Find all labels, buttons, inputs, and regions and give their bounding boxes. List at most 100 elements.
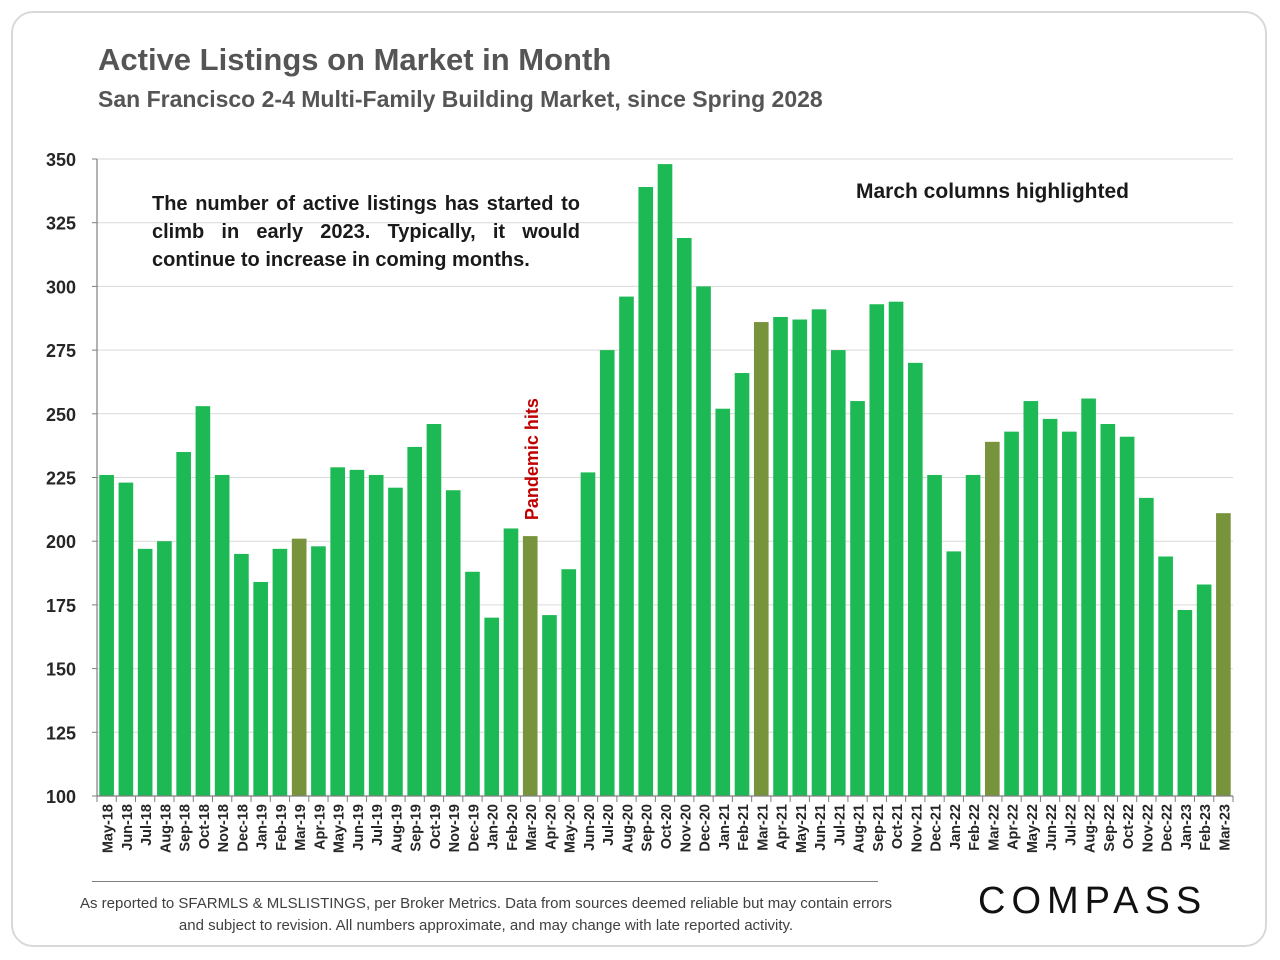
x-tick-label: Jan-20 [486, 804, 502, 850]
x-tick-label: Jul-22 [1063, 804, 1079, 846]
bar-nov-19 [445, 490, 461, 796]
x-tick-label: Sep-20 [640, 804, 656, 852]
x-tick-label: Jul-18 [139, 804, 155, 846]
bar-sep-22 [1100, 423, 1116, 796]
bar-apr-20 [542, 615, 557, 796]
x-tick-label: May-20 [563, 804, 579, 853]
bar-jan-22 [946, 551, 962, 796]
bar-dec-22 [1158, 556, 1173, 796]
x-tick-label: Apr-19 [312, 804, 328, 850]
x-tick-label: Jun-22 [1044, 804, 1060, 851]
x-tick-label: Mar-23 [1217, 804, 1233, 851]
bar-aug-21 [850, 401, 865, 796]
y-tick-label: 200 [46, 532, 76, 552]
x-tick-label: Sep-21 [871, 804, 887, 852]
bar-dec-18 [234, 553, 249, 796]
y-tick-label: 100 [46, 787, 76, 807]
x-tick-label: Oct-20 [659, 804, 675, 849]
bar-sep-21 [869, 304, 885, 796]
bar-jan-20 [484, 617, 500, 796]
bar-mar-21 [753, 322, 769, 796]
x-tick-label: Aug-22 [1083, 804, 1099, 853]
bar-feb-21 [734, 373, 750, 796]
x-tick-label: Sep-22 [1102, 804, 1118, 852]
x-tick-label: Dec-18 [235, 804, 251, 852]
annotation-text: The number of active listings has starte… [152, 193, 580, 271]
bar-feb-23 [1196, 584, 1212, 796]
bar-nov-21 [907, 362, 923, 796]
x-tick-label: Dec-21 [929, 804, 945, 852]
x-tick-label: Oct-21 [890, 804, 906, 849]
x-tick-label: Feb-23 [1198, 804, 1214, 851]
bar-may-22 [1023, 401, 1039, 796]
bar-sep-18 [176, 452, 191, 796]
bar-apr-22 [1004, 431, 1019, 796]
x-tick-label: Mar-22 [986, 804, 1002, 851]
bar-mar-19 [291, 538, 307, 796]
x-tick-label: Aug-19 [389, 804, 405, 853]
x-tick-label: Jan-23 [1179, 804, 1195, 850]
x-tick-label: Jan-21 [717, 804, 733, 850]
bar-feb-22 [965, 474, 981, 796]
bar-jul-21 [830, 350, 846, 796]
x-tick-label: Mar-21 [755, 804, 771, 851]
bar-feb-20 [503, 528, 519, 796]
bar-jan-21 [715, 408, 731, 796]
bar-jan-19 [253, 581, 268, 796]
x-tick-label: Nov-20 [678, 804, 694, 852]
x-tick-label: Apr-20 [543, 804, 559, 850]
bar-sep-20 [638, 187, 654, 796]
bar-oct-19 [426, 423, 442, 796]
bar-oct-20 [657, 164, 673, 796]
bar-jun-19 [349, 469, 365, 796]
bar-dec-21 [927, 474, 942, 796]
bar-nov-22 [1139, 497, 1154, 796]
x-tick-label: Oct-22 [1121, 804, 1137, 849]
x-tick-label: Dec-22 [1160, 804, 1176, 852]
bar-dec-19 [465, 571, 480, 796]
x-tick-label: Jul-19 [370, 804, 386, 846]
chart-subtitle: San Francisco 2-4 Multi-Family Building … [98, 86, 823, 112]
bar-apr-19 [311, 546, 326, 796]
x-tick-label: Jun-19 [351, 804, 367, 851]
bar-may-18 [99, 474, 114, 796]
bar-oct-18 [195, 406, 211, 796]
bar-mar-22 [985, 441, 1000, 796]
x-tick-label: Jan-22 [948, 804, 964, 850]
y-tick-label: 225 [46, 469, 76, 489]
x-tick-label: Mar-20 [524, 804, 540, 851]
bar-aug-20 [619, 296, 634, 796]
bar-mar-23 [1216, 513, 1231, 796]
bar-jan-23 [1177, 609, 1193, 796]
x-tick-label: Aug-18 [158, 804, 174, 853]
bar-jul-22 [1062, 431, 1077, 796]
bar-sep-19 [407, 446, 423, 796]
bar-jun-20 [580, 472, 596, 796]
bar-dec-20 [696, 286, 711, 796]
footer-divider [92, 881, 878, 882]
y-tick-label: 350 [46, 150, 76, 170]
x-tick-label: Feb-21 [736, 804, 752, 851]
x-tick-label: Jul-20 [601, 804, 617, 846]
x-tick-label: Dec-20 [698, 804, 714, 852]
x-tick-label: Jan-19 [255, 804, 271, 850]
x-tick-label: Apr-21 [775, 804, 791, 850]
y-tick-label: 125 [46, 723, 76, 743]
bar-oct-21 [888, 301, 904, 796]
y-tick-label: 325 [46, 214, 76, 234]
x-tick-label: Aug-21 [852, 804, 868, 853]
bar-aug-19 [388, 487, 403, 796]
x-tick-label: Feb-22 [967, 804, 983, 851]
x-tick-label: Jul-21 [832, 804, 848, 846]
x-tick-label: Sep-18 [178, 804, 194, 852]
bar-jul-19 [368, 474, 384, 796]
bar-mar-20 [522, 536, 538, 796]
x-tick-label: Feb-19 [274, 804, 290, 851]
event-label: Pandemic hits [522, 398, 542, 520]
bar-jun-22 [1042, 418, 1058, 796]
x-tick-label: Nov-18 [216, 804, 232, 852]
x-tick-label: Jun-20 [582, 804, 598, 851]
chart-title: Active Listings on Market in Month [98, 42, 612, 77]
x-tick-label: Nov-19 [447, 804, 463, 852]
